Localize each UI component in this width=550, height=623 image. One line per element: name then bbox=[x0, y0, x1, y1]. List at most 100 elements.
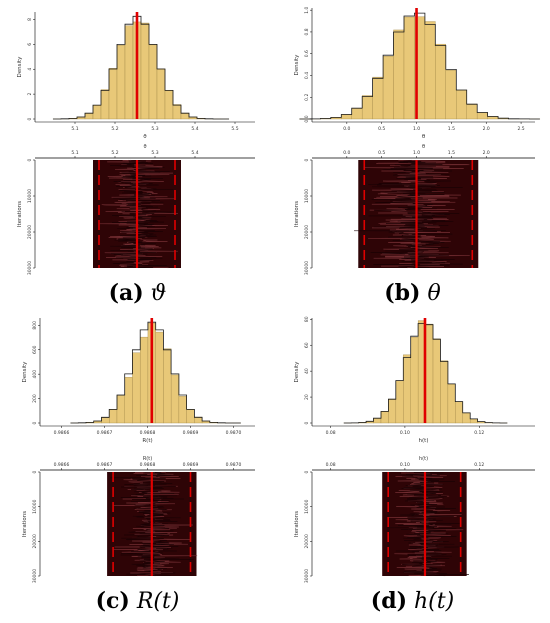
histogram-bar bbox=[351, 108, 363, 120]
caption-b: (b) θ bbox=[275, 280, 550, 306]
y-tick-label: 0.4 bbox=[304, 72, 310, 79]
x-axis-label: R(t) bbox=[142, 438, 152, 444]
x-tick-label: 0.10 bbox=[400, 430, 410, 436]
x-tick-label: 5.3 bbox=[151, 150, 158, 156]
caption-d-symbol: h(t) bbox=[414, 589, 455, 614]
x-tick-label: 0.08 bbox=[326, 430, 336, 436]
histogram-bar bbox=[84, 112, 94, 120]
caption-c-symbol: R(t) bbox=[136, 589, 180, 614]
caption-b-letter: (b) bbox=[384, 280, 421, 306]
y-tick-label: 20000 bbox=[27, 225, 33, 239]
histogram-bar bbox=[372, 76, 384, 120]
histogram-bar bbox=[140, 22, 150, 120]
y-tick-label: 80 bbox=[304, 316, 310, 322]
histogram-bar bbox=[435, 43, 446, 120]
y-tick-label: 600 bbox=[32, 345, 38, 354]
y-tick-label: 30000 bbox=[304, 569, 310, 583]
caption-d-letter: (d) bbox=[370, 588, 407, 614]
y-axis-label: Density bbox=[294, 361, 300, 383]
x-tick-label: 1.0 bbox=[413, 126, 420, 132]
caption-a-letter: (a) bbox=[108, 280, 144, 306]
x-tick-label: 0.9868 bbox=[140, 462, 156, 468]
histogram-bar bbox=[116, 45, 126, 120]
x-tick-label: 5.4 bbox=[191, 126, 198, 132]
trace-line bbox=[110, 159, 174, 269]
histogram-bar bbox=[132, 352, 141, 424]
x-tick-label: 2.5 bbox=[517, 126, 524, 132]
histogram-bar bbox=[163, 348, 172, 424]
density-line bbox=[70, 321, 241, 424]
y-tick-label: 0 bbox=[32, 421, 38, 424]
histogram-bar bbox=[382, 55, 394, 120]
histogram-bar bbox=[462, 412, 471, 424]
chart-d-histogram: 0.08 0.10 0.12 0 20 40 60 80 Density h(t) bbox=[294, 316, 535, 444]
x-tick-label: 0.10 bbox=[400, 462, 410, 468]
x-tick-label: 5.1 bbox=[71, 126, 78, 132]
x-tick-label: 1.5 bbox=[448, 126, 455, 132]
x-tick-label: 1.5 bbox=[448, 150, 455, 156]
x-tick-label: 0.9869 bbox=[183, 430, 199, 436]
histogram-bar bbox=[388, 398, 397, 424]
x-axis-label: ϑ bbox=[143, 134, 147, 140]
histogram-bar bbox=[139, 336, 149, 424]
histogram-bar bbox=[455, 401, 463, 424]
y-tick-label: 10000 bbox=[32, 499, 38, 513]
x-tick-label: 0.12 bbox=[474, 430, 484, 436]
histogram-bar bbox=[92, 105, 102, 120]
histogram-bar bbox=[425, 323, 434, 424]
y-tick-label: 8 bbox=[27, 18, 33, 21]
x-axis-label: θ bbox=[422, 134, 426, 140]
y-tick-label: 20000 bbox=[32, 534, 38, 548]
y-tick-label: 1.0 bbox=[304, 6, 310, 13]
caption-a-symbol: ϑ bbox=[150, 281, 167, 306]
histogram-bar bbox=[440, 360, 449, 424]
y-tick-label: 400 bbox=[32, 370, 38, 379]
histogram-bar bbox=[395, 380, 404, 424]
chart-b-histogram: 0.0 0.5 1.0 1.5 2.0 2.5 0.0 0.2 0.4 0.6 0.8 1.0 Dens… bbox=[294, 6, 541, 140]
caption-c: (c) R(t) bbox=[0, 588, 275, 614]
y-tick-label: 20000 bbox=[304, 534, 310, 548]
y-tick-label: 200 bbox=[32, 394, 38, 403]
histogram-bar bbox=[100, 89, 110, 120]
y-tick-label: 0 bbox=[304, 158, 310, 161]
y-tick-label: 0 bbox=[304, 470, 310, 473]
y-tick-label: 0 bbox=[304, 421, 310, 424]
x-tick-label: 2.0 bbox=[483, 126, 490, 132]
y-axis-label: Iterations bbox=[17, 201, 23, 227]
x-axis-label: θ bbox=[422, 144, 425, 150]
y-tick-label: 20000 bbox=[304, 225, 310, 239]
histogram-bar bbox=[148, 44, 158, 120]
histogram-bar bbox=[361, 95, 373, 120]
histogram-bar bbox=[447, 383, 456, 424]
trace-line bbox=[110, 471, 194, 577]
x-axis-label: h(t) bbox=[419, 456, 428, 462]
histogram-bar bbox=[424, 21, 436, 120]
x-tick-label: 0.9870 bbox=[226, 462, 242, 468]
histogram-bar bbox=[445, 70, 457, 120]
caption-d: (d) h(t) bbox=[275, 588, 550, 614]
y-tick-label: 10000 bbox=[27, 189, 33, 203]
histogram-bar bbox=[170, 374, 180, 424]
y-tick-label: 60 bbox=[304, 342, 310, 348]
histogram-bar bbox=[380, 411, 389, 424]
y-axis-label: Iterations bbox=[294, 201, 300, 227]
histogram-bar bbox=[108, 68, 118, 120]
x-tick-label: 0.12 bbox=[474, 462, 484, 468]
histogram-bar bbox=[155, 331, 164, 424]
histogram-bar bbox=[403, 354, 411, 424]
histogram-bar bbox=[469, 418, 478, 424]
histogram-bar bbox=[124, 25, 134, 120]
x-tick-label: 2.0 bbox=[483, 150, 490, 156]
y-axis-label: Density bbox=[22, 361, 28, 383]
histogram-bar bbox=[124, 377, 133, 424]
x-tick-label: 0.9870 bbox=[226, 430, 242, 436]
x-tick-label: 0.9869 bbox=[183, 462, 199, 468]
histogram-bar bbox=[178, 396, 187, 424]
histogram-bar bbox=[180, 112, 190, 120]
x-tick-label: 0.9866 bbox=[54, 462, 70, 468]
y-tick-label: 0 bbox=[27, 117, 33, 120]
x-axis-label: h(t) bbox=[419, 438, 429, 444]
y-tick-label: 30000 bbox=[32, 569, 38, 583]
histogram-bar bbox=[432, 338, 441, 424]
histogram-bar bbox=[373, 418, 382, 424]
